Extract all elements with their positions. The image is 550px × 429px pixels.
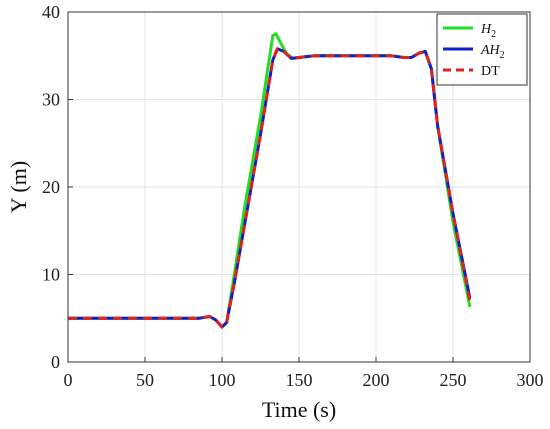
y-tick-label: 30	[42, 90, 60, 110]
series-line-ah2	[68, 47, 472, 329]
legend-label: AH2	[480, 43, 505, 61]
x-tick-label: 300	[517, 370, 544, 390]
series-layer	[68, 32, 472, 329]
y-tick-label: 10	[42, 265, 60, 285]
y-tick-label: 0	[51, 352, 60, 372]
series-line-dt	[68, 47, 472, 329]
legend-label: H2	[480, 22, 496, 40]
x-tick-label: 50	[136, 370, 154, 390]
tick-layer: 0 50 100 150 200 250 300 0 10 20 30 40	[42, 2, 544, 390]
x-tick-label: 100	[209, 370, 236, 390]
legend: H2 AH2 DT	[436, 13, 528, 86]
y-tick-label: 20	[42, 177, 60, 197]
x-tick-label: 250	[440, 370, 467, 390]
y-axis-label: Y (m)	[6, 161, 31, 213]
x-tick-label: 150	[286, 370, 313, 390]
x-tick-label: 0	[64, 370, 73, 390]
legend-label: DT	[481, 64, 500, 79]
x-tick-label: 200	[363, 370, 390, 390]
x-axis-label: Time (s)	[262, 397, 336, 422]
y-tick-label: 40	[42, 2, 60, 22]
